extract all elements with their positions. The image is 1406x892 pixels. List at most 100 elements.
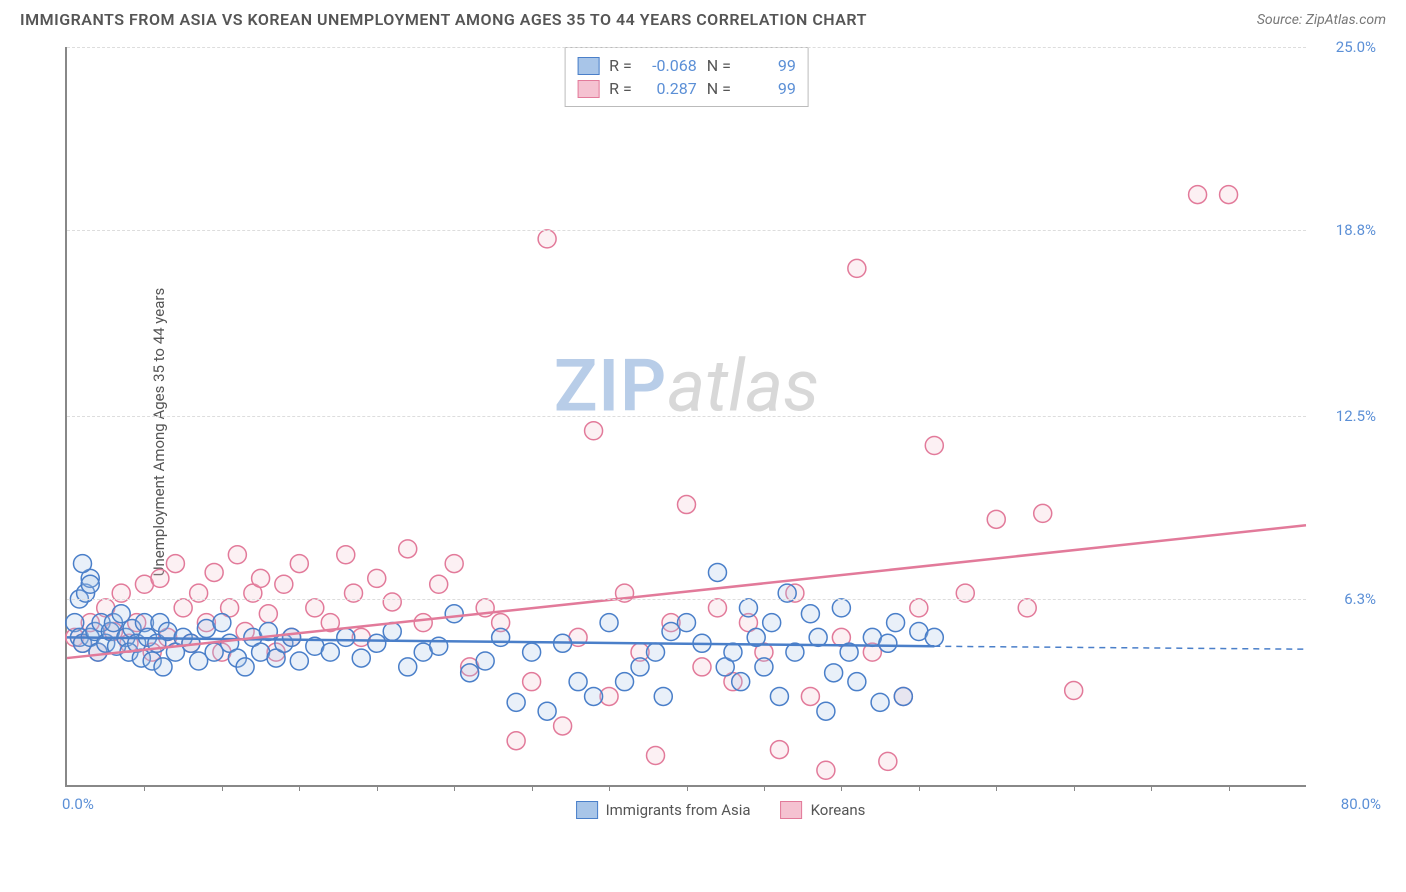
scatter-point [337, 628, 355, 646]
scatter-point [174, 599, 192, 617]
scatter-point [879, 752, 897, 770]
scatter-point [523, 643, 541, 661]
scatter-point [755, 658, 773, 676]
scatter-point [445, 555, 463, 573]
legend-n-value-2: 99 [741, 79, 796, 98]
x-tick-mark [609, 785, 610, 791]
scatter-point [987, 510, 1005, 528]
chart-container: Unemployment Among Ages 35 to 44 years Z… [55, 37, 1386, 827]
scatter-point [631, 658, 649, 676]
scatter-point [538, 230, 556, 248]
scatter-point [414, 614, 432, 632]
trend-line-extrapolated [934, 646, 1306, 649]
scatter-point [1018, 599, 1036, 617]
scatter-point [73, 555, 91, 573]
y-tick-label: 12.5% [1336, 407, 1376, 425]
x-tick-mark [919, 785, 920, 791]
scatter-point [925, 437, 943, 455]
scatter-point [252, 569, 270, 587]
scatter-point [732, 673, 750, 691]
bottom-legend-label-2: Koreans [811, 801, 866, 819]
scatter-point [523, 673, 541, 691]
x-tick-mark [1229, 785, 1230, 791]
trend-legend-row-1: R = -0.068 N = 99 [577, 54, 796, 77]
scatter-point [492, 628, 510, 646]
bottom-legend-label-1: Immigrants from Asia [606, 801, 751, 819]
y-tick-label: 18.8% [1336, 221, 1376, 239]
x-tick-mark [377, 785, 378, 791]
scatter-point [832, 599, 850, 617]
x-tick-max: 80.0% [1341, 795, 1381, 813]
x-tick-mark [764, 785, 765, 791]
scatter-point [166, 555, 184, 573]
scatter-point [399, 540, 417, 558]
scatter-point [647, 643, 665, 661]
x-tick-mark [144, 785, 145, 791]
scatter-point [236, 658, 254, 676]
scatter-point [283, 628, 301, 646]
scatter-point [724, 643, 742, 661]
scatter-point [763, 614, 781, 632]
scatter-point [476, 652, 494, 670]
scatter-point [739, 599, 757, 617]
scatter-point [507, 732, 525, 750]
grid-line [67, 47, 1306, 48]
x-tick-mark [996, 785, 997, 791]
scatter-point [825, 664, 843, 682]
scatter-point [801, 687, 819, 705]
bottom-legend: Immigrants from Asia Koreans [576, 801, 866, 819]
scatter-point [647, 746, 665, 764]
scatter-point [383, 622, 401, 640]
source-label: Source: ZipAtlas.com [1257, 12, 1386, 28]
scatter-point [817, 702, 835, 720]
legend-n-label: N = [707, 56, 731, 75]
bottom-legend-item-2: Koreans [781, 801, 866, 819]
legend-n-value-1: 99 [741, 56, 796, 75]
scatter-point [678, 496, 696, 514]
scatter-point [259, 605, 277, 623]
scatter-point [654, 687, 672, 705]
scatter-point [368, 634, 386, 652]
legend-n-label: N = [707, 79, 731, 98]
scatter-point [151, 569, 169, 587]
scatter-point [81, 575, 99, 593]
scatter-point [461, 664, 479, 682]
scatter-point [1065, 682, 1083, 700]
swatch-series-1 [577, 57, 599, 75]
scatter-point [879, 634, 897, 652]
x-tick-mark [687, 785, 688, 791]
scatter-point [848, 673, 866, 691]
scatter-point [399, 658, 417, 676]
scatter-point [306, 599, 324, 617]
scatter-point [337, 546, 355, 564]
scatter-point [352, 649, 370, 667]
scatter-point [817, 761, 835, 779]
x-tick-mark [532, 785, 533, 791]
scatter-point [507, 693, 525, 711]
x-tick-mark [299, 785, 300, 791]
scatter-point [1220, 186, 1238, 204]
grid-line [67, 599, 1306, 600]
grid-line [67, 230, 1306, 231]
scatter-point [368, 569, 386, 587]
x-tick-min: 0.0% [62, 795, 94, 813]
scatter-point [228, 546, 246, 564]
scatter-point [770, 741, 788, 759]
grid-line [67, 416, 1306, 417]
scatter-point [693, 658, 711, 676]
swatch-bottom-2 [781, 801, 803, 819]
legend-r-value-2: 0.287 [642, 79, 697, 98]
scatter-point [801, 605, 819, 623]
legend-r-label: R = [609, 56, 632, 75]
scatter-point [894, 687, 912, 705]
x-tick-mark [1074, 785, 1075, 791]
x-tick-mark [1151, 785, 1152, 791]
scatter-point [213, 614, 231, 632]
scatter-point [569, 673, 587, 691]
scatter-point [430, 575, 448, 593]
scatter-point [445, 605, 463, 623]
chart-title: IMMIGRANTS FROM ASIA VS KOREAN UNEMPLOYM… [20, 10, 867, 29]
x-tick-mark [454, 785, 455, 791]
header: IMMIGRANTS FROM ASIA VS KOREAN UNEMPLOYM… [0, 0, 1406, 37]
scatter-point [871, 693, 889, 711]
